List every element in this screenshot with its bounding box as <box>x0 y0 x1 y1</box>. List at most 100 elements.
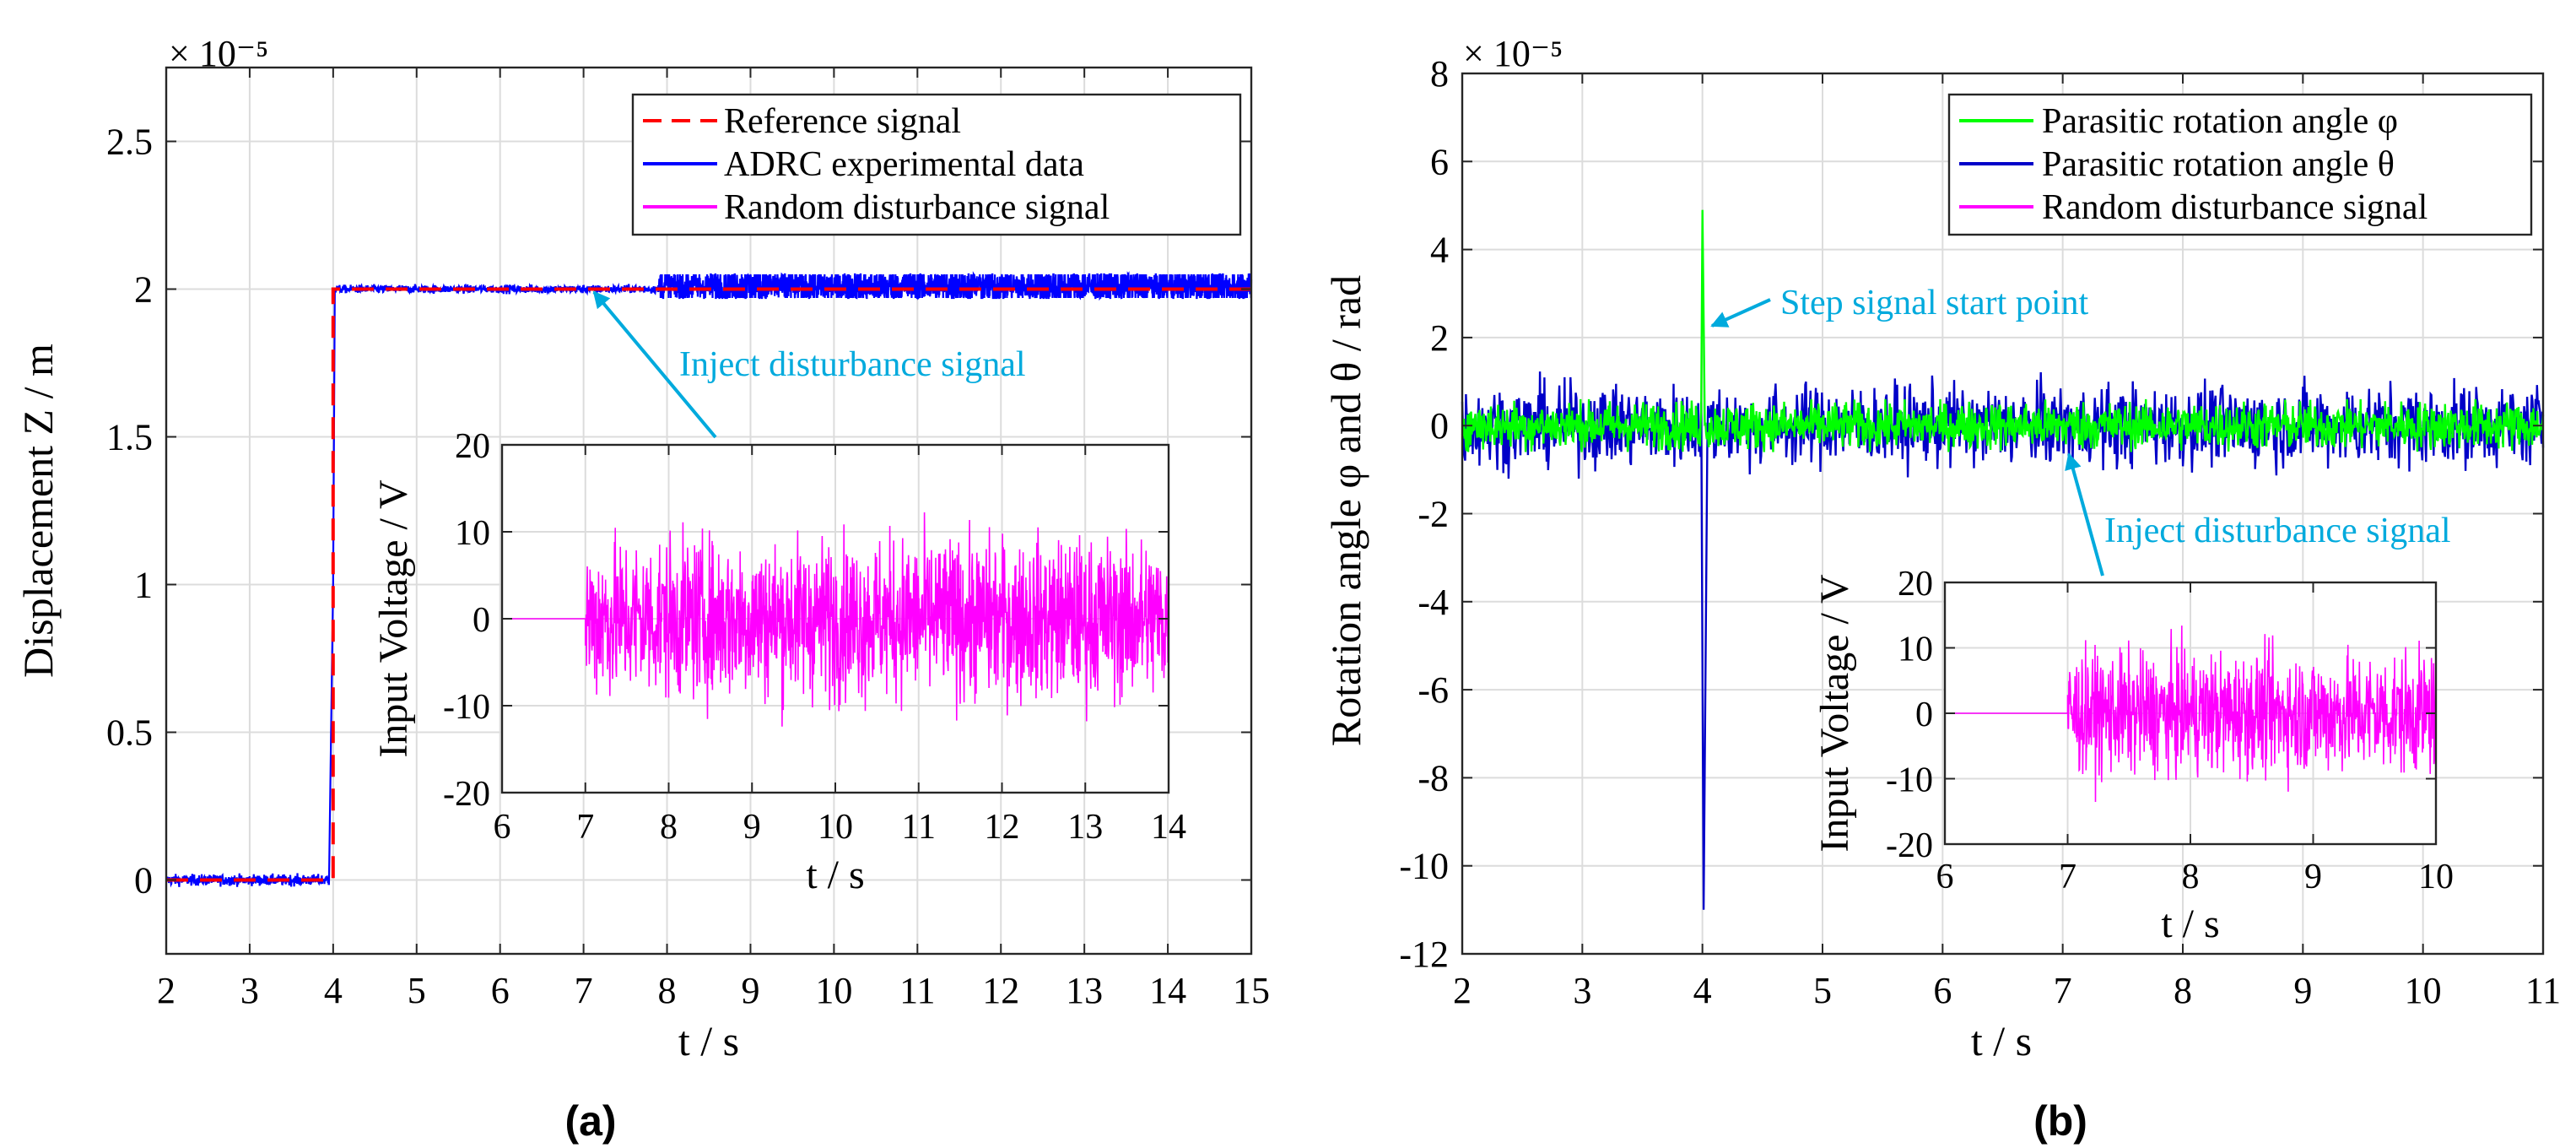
panel-b-annotation-inject: Inject disturbance signal <box>2104 512 2451 550</box>
panel-b-ytick-8: 4 <box>1430 230 1449 271</box>
panel-b-legend-box <box>1947 93 2533 236</box>
panel-b-inset-ticks: 6 7 8 9 10 -20 -10 0 10 20 <box>1886 565 2454 896</box>
panel-a-inset: 6 7 8 9 10 11 12 13 14 -20 -10 0 10 20 t / s Input Vo… <box>371 427 1186 897</box>
panel-a-xtick-6: 8 <box>658 970 677 1011</box>
panel-b-annotation-arrow-inject <box>2065 452 2104 577</box>
panel-b-xtick-7: 9 <box>2293 970 2312 1011</box>
panel-a-xtick-4: 6 <box>491 970 510 1011</box>
panel-a-ytick-2: 1 <box>134 565 153 606</box>
panel-b-xtick-8: 10 <box>2405 970 2442 1011</box>
panel-b-inset-series <box>1945 625 2437 803</box>
legend-label-phi: Parasitic rotation angle φ <box>2042 102 2398 141</box>
panel-a-xtick-9: 11 <box>899 970 935 1011</box>
panel-b-inset-xtick-3: 9 <box>2304 858 2322 896</box>
panel-a-ytick-0: 0 <box>134 860 153 902</box>
panel-a-axes-frame <box>165 66 1253 956</box>
legend-label-disturbance-a: Random disturbance signal <box>724 188 1110 227</box>
panel-a-xtick-7: 9 <box>741 970 759 1011</box>
panel-a-xtick-11: 13 <box>1066 970 1103 1011</box>
panel-a-inset-ytick-1: -10 <box>443 688 490 727</box>
panel-b-inset-ytick-1: -10 <box>1886 761 1933 800</box>
panel-a-exponent: × 10⁻⁵ <box>169 33 268 74</box>
panel-b-inset-ytick-2: 0 <box>1915 696 1933 734</box>
panel-a-inset-series <box>502 512 1169 727</box>
panel-b-label: (b) <box>2033 1097 2087 1145</box>
panel-b-ytick-5: -2 <box>1418 494 1449 535</box>
panel-a-xtick-13: 15 <box>1233 970 1270 1011</box>
series-disturbance-b-line <box>1945 625 2437 803</box>
panel-b-xtick-5: 7 <box>2054 970 2072 1011</box>
panel-a-xtick-12: 14 <box>1149 970 1186 1011</box>
panel-b-xtick-1: 3 <box>1573 970 1591 1011</box>
panel-b-series <box>1461 209 2545 910</box>
panel-a-inset-ytick-0: -20 <box>443 775 490 814</box>
panel-a-xtick-2: 4 <box>324 970 343 1011</box>
legend-label-theta: Parasitic rotation angle θ <box>2042 145 2395 184</box>
legend-label-adrc: ADRC experimental data <box>724 145 1084 184</box>
panel-b-xtick-4: 6 <box>1933 970 1952 1011</box>
panel-b-inset-xtick-0: 6 <box>1936 858 1954 896</box>
panel-b-ytick-2: -8 <box>1418 757 1449 799</box>
series-disturbance-a-line <box>502 512 1169 727</box>
panel-b-legend: Parasitic rotation angle φ Parasitic rot… <box>1947 93 2533 236</box>
panel-b-ytick-1: -10 <box>1399 846 1449 887</box>
panel-a-xtick-1: 3 <box>240 970 259 1011</box>
panel-b-inset-ytick-4: 20 <box>1898 565 1933 604</box>
panel-a-inset-xtick-3: 9 <box>743 808 761 847</box>
panel-a-xtick-3: 5 <box>408 970 426 1011</box>
panel-a-inset-xtick-8: 14 <box>1151 808 1186 847</box>
panel-a-legend: Reference signal ADRC experimental data … <box>631 93 1242 236</box>
panel-b-inset-ytick-3: 10 <box>1898 631 1933 669</box>
panel-a-inset-xlabel: t / s <box>806 853 864 897</box>
panel-a-inset-ticks: 6 7 8 9 10 11 12 13 14 -20 -10 0 10 20 <box>443 427 1186 847</box>
panel-b-xlabel: t / s <box>1971 1017 2032 1064</box>
panel-a-ytick-5: 2.5 <box>106 122 153 163</box>
panel-a-xtick-5: 7 <box>575 970 593 1011</box>
panel-a-ylabel: Displacement Z / m <box>14 344 62 678</box>
panel-b-xtick-3: 5 <box>1813 970 1832 1011</box>
panel-b-ytick-6: 0 <box>1430 405 1449 447</box>
panel-b-ytick-0: -12 <box>1399 934 1449 975</box>
series-reference-line <box>166 287 1251 882</box>
panel-b-inset-ylabel: Input Voltage / V <box>1812 574 1857 853</box>
panel-a-inset-ytick-3: 10 <box>455 514 490 553</box>
panel-a-xtick-8: 10 <box>815 970 852 1011</box>
panel-b-inset-xtick-2: 8 <box>2182 858 2200 896</box>
panel-b-ytick-4: -4 <box>1418 582 1449 623</box>
panel-b-xtick-2: 4 <box>1693 970 1712 1011</box>
panel-a-ticks: 2 3 4 5 6 7 8 9 10 11 12 13 14 15 0 0.5 1 1.5 2 2.5 <box>106 68 1270 1011</box>
panel-b-ytick-3: -6 <box>1418 669 1449 711</box>
panel-b-xtick-9: 11 <box>2525 970 2561 1011</box>
panel-b-exponent: × 10⁻⁵ <box>1463 33 1563 74</box>
panel-b-inset-xtick-1: 7 <box>2059 858 2076 896</box>
panel-a-series <box>165 271 1253 888</box>
panel-a-legend-box <box>631 93 1242 236</box>
series-phi-line <box>1461 209 2545 452</box>
panel-a-inset-ylabel: Input Voltage / V <box>371 479 416 758</box>
panel-a-inset-xtick-1: 7 <box>576 808 594 847</box>
panel-a-inset-xtick-6: 12 <box>985 808 1020 847</box>
panel-a-xlabel: t / s <box>678 1017 739 1064</box>
panel-b-annotation-arrow-step <box>1710 298 1771 328</box>
panel-a-inset-xtick-4: 10 <box>818 808 853 847</box>
panel-a-inset-xtick-7: 13 <box>1067 808 1103 847</box>
panel-a-ytick-1: 0.5 <box>106 712 153 754</box>
panel-a-ytick-3: 1.5 <box>106 417 153 458</box>
panel-b-ytick-9: 6 <box>1430 141 1449 182</box>
panel-b-inset-ytick-0: -20 <box>1886 826 1933 865</box>
panel-a-inset-ytick-4: 20 <box>455 427 490 466</box>
panel-b-ylabel: Rotation angle φ and θ / rad <box>1322 275 1369 746</box>
panel-a-inset-ytick-2: 0 <box>473 601 490 640</box>
panel-b-annotation-step: Step signal start point <box>1780 284 2088 322</box>
panel-b-inset-xlabel: t / s <box>2161 902 2219 946</box>
panel-a-xtick-0: 2 <box>157 970 176 1011</box>
panel-b-ytick-7: 2 <box>1430 317 1449 359</box>
panel-b-ytick-10: 8 <box>1430 53 1449 95</box>
panel-a-inset-xtick-0: 6 <box>494 808 511 847</box>
legend-label-disturbance-b: Random disturbance signal <box>2042 188 2427 227</box>
legend-label-reference: Reference signal <box>724 102 961 141</box>
panel-a-annotation: Inject disturbance signal <box>679 345 1026 384</box>
